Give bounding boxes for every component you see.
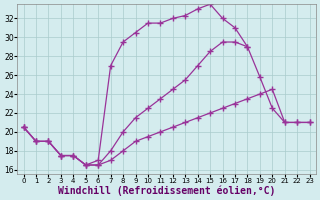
X-axis label: Windchill (Refroidissement éolien,°C): Windchill (Refroidissement éolien,°C)	[58, 185, 275, 196]
